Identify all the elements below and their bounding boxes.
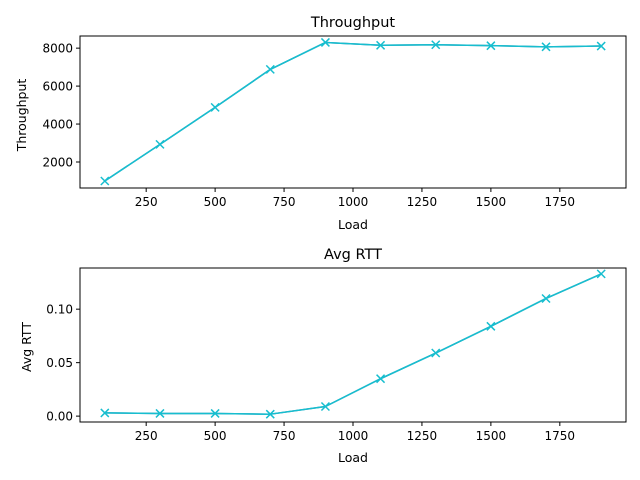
throughput-subplot: Throughput Load Throughput 250 500 750 1000… bbox=[14, 15, 627, 232]
throughput-data-point bbox=[320, 37, 330, 47]
avg-rtt-x-tick-label: 1500 bbox=[476, 429, 507, 443]
avg-rtt-data-point bbox=[100, 408, 110, 418]
avg-rtt-x-tick-label: 250 bbox=[135, 429, 158, 443]
avg-rtt-data-point bbox=[486, 321, 496, 331]
avg-rtt-x-tick-label: 750 bbox=[273, 429, 296, 443]
throughput-y-axis-label: Throughput bbox=[14, 79, 29, 153]
throughput-data-point bbox=[541, 42, 551, 52]
throughput-data-point bbox=[265, 64, 275, 74]
throughput-y-tick-label: 2000 bbox=[42, 156, 73, 170]
throughput-data-point bbox=[376, 40, 386, 50]
avg-rtt-x-tick-label: 500 bbox=[204, 429, 227, 443]
avg-rtt-x-tick-label: 1250 bbox=[407, 429, 438, 443]
avg-rtt-data-point bbox=[376, 374, 386, 384]
throughput-x-tick-label: 750 bbox=[273, 195, 296, 209]
throughput-x-tick-label: 1750 bbox=[545, 195, 576, 209]
throughput-data-point bbox=[596, 41, 606, 51]
throughput-data-point bbox=[155, 139, 165, 149]
avg-rtt-x-tick-label: 1750 bbox=[545, 429, 576, 443]
avg-rtt-series-line bbox=[104, 273, 602, 415]
avg-rtt-x-tick-label: 1000 bbox=[338, 429, 369, 443]
throughput-x-tick-label: 1500 bbox=[476, 195, 507, 209]
avg-rtt-subplot: Avg RTT Load Avg RTT 250 500 750 1000 1250 15… bbox=[19, 247, 627, 465]
avg-rtt-data-point bbox=[265, 409, 275, 419]
throughput-marks bbox=[100, 37, 606, 186]
avg-rtt-axes-frame bbox=[79, 267, 627, 423]
avg-rtt-data-point bbox=[596, 269, 606, 279]
throughput-title: Throughput bbox=[310, 15, 396, 31]
throughput-data-point bbox=[431, 40, 441, 50]
throughput-y-tick-label: 8000 bbox=[42, 42, 73, 56]
avg-rtt-title: Avg RTT bbox=[324, 247, 382, 263]
avg-rtt-y-tick-label: 0.05 bbox=[46, 356, 73, 370]
throughput-data-point bbox=[210, 102, 220, 112]
avg-rtt-ticks: 250 500 750 1000 1250 1500 1750 0.00 0.05 0.10 bbox=[46, 303, 575, 443]
avg-rtt-data-point bbox=[541, 293, 551, 304]
avg-rtt-data-point bbox=[431, 348, 441, 358]
throughput-ticks: 250 500 750 1000 1250 1500 1750 2000 4000 6000 800… bbox=[42, 42, 575, 209]
throughput-series-line bbox=[104, 41, 602, 182]
throughput-y-tick-label: 4000 bbox=[42, 118, 73, 132]
throughput-axes-frame bbox=[79, 35, 627, 189]
throughput-y-tick-label: 6000 bbox=[42, 80, 73, 94]
throughput-x-axis-label: Load bbox=[338, 217, 368, 232]
avg-rtt-data-point bbox=[320, 401, 330, 412]
throughput-x-tick-label: 1250 bbox=[407, 195, 438, 209]
throughput-data-point bbox=[486, 41, 496, 51]
avg-rtt-y-tick-label: 0.10 bbox=[46, 303, 73, 317]
avg-rtt-x-axis-label: Load bbox=[338, 450, 368, 465]
throughput-x-tick-label: 1000 bbox=[338, 195, 369, 209]
throughput-data-point bbox=[100, 176, 110, 186]
avg-rtt-data-point bbox=[155, 408, 165, 418]
throughput-x-tick-label: 250 bbox=[135, 195, 158, 209]
avg-rtt-y-tick-label: 0.00 bbox=[46, 410, 73, 424]
throughput-x-tick-label: 500 bbox=[204, 195, 227, 209]
avg-rtt-marks bbox=[100, 269, 606, 419]
avg-rtt-y-axis-label: Avg RTT bbox=[19, 322, 34, 372]
avg-rtt-data-point bbox=[210, 408, 220, 418]
